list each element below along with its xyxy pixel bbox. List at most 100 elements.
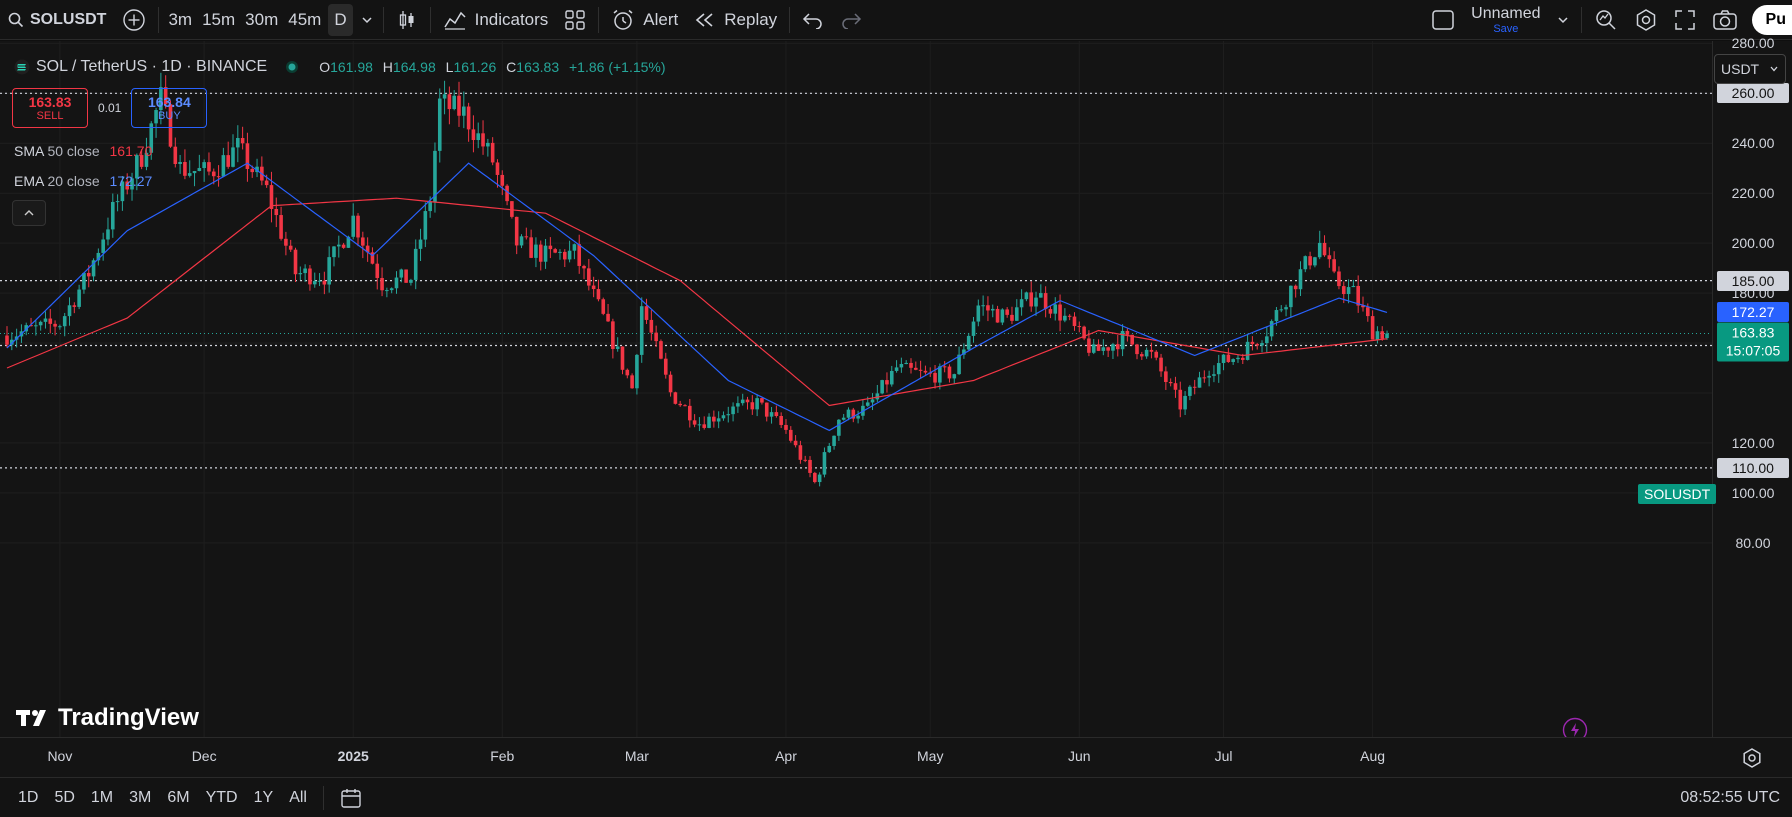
candle-body (82, 272, 86, 290)
candle-body (433, 150, 437, 202)
interval-3m[interactable]: 3m (168, 9, 193, 29)
candle-body (1188, 386, 1192, 396)
candle-body (1313, 257, 1317, 266)
sma-value: 161.70 (109, 143, 153, 159)
tradingview-logo[interactable]: TradingView (16, 704, 199, 732)
candle-body (784, 424, 788, 430)
candle-body (125, 181, 130, 190)
range-ytd[interactable]: YTD (205, 788, 238, 806)
time-axis[interactable]: Nov Dec 2025 Feb Mar Apr May Jun Jul Aug (0, 737, 1792, 777)
candle-body (1159, 357, 1163, 372)
candle-body (1293, 285, 1298, 290)
candle-body (663, 358, 668, 375)
month-label: Dec (191, 748, 217, 764)
candle-body (1303, 256, 1308, 270)
layout-name-label: Unnamed (1471, 4, 1541, 22)
candle-body (601, 299, 606, 314)
chart-type-button[interactable] (388, 0, 426, 40)
month-label: 2025 (337, 748, 369, 764)
publish-button[interactable]: Pu (1746, 0, 1792, 40)
fullscreen-icon (1674, 9, 1696, 31)
chevron-down-icon (361, 14, 373, 26)
axis-settings-icon[interactable] (1740, 746, 1764, 770)
candle-body (404, 269, 408, 283)
price-axis[interactable]: 300.00280.00240.00220.00200.00180.00120.… (1712, 0, 1792, 737)
candle-body (885, 380, 889, 385)
candle-body (250, 168, 255, 173)
interval-45m[interactable]: 45m (288, 9, 322, 29)
layouts-button[interactable] (556, 0, 594, 40)
replay-button[interactable]: Replay (686, 0, 785, 40)
save-link[interactable]: Save (1493, 22, 1519, 35)
symbol-logo-icon (14, 59, 30, 75)
interval-dropdown[interactable] (355, 0, 379, 40)
candle-body (481, 133, 485, 147)
fullscreen-button[interactable] (1666, 0, 1704, 40)
interval-d[interactable]: D (326, 0, 354, 40)
indicators-button[interactable]: Indicators (435, 0, 557, 40)
candle-body (981, 305, 985, 307)
candle-body (1029, 292, 1034, 307)
snapshot-button[interactable] (1704, 0, 1746, 40)
candle-body (1375, 331, 1380, 340)
candle-body (1115, 344, 1120, 350)
sell-button[interactable]: 163.83 SELL (12, 88, 88, 128)
indicators-label: Indicators (474, 9, 549, 29)
date-range-button[interactable] (332, 787, 370, 809)
candle-body (1236, 357, 1240, 360)
utc-clock[interactable]: 08:52:55 UTC (1680, 788, 1780, 806)
legend-title[interactable]: SOL / TetherUS · 1D · BINANCE (36, 58, 268, 75)
range-5d[interactable]: 5D (54, 788, 75, 806)
currency-select[interactable]: USDT (1714, 54, 1786, 84)
layout-menu-button[interactable] (1549, 0, 1577, 40)
range-3m[interactable]: 3M (129, 788, 152, 806)
price-chart[interactable] (0, 41, 1712, 737)
chart-pane[interactable] (0, 41, 1712, 737)
interval-15m[interactable]: 15m (202, 9, 236, 29)
ema-legend[interactable]: EMA 20 close 172.27 (14, 173, 152, 189)
candle-body (226, 155, 230, 167)
grid-icon (564, 9, 586, 31)
candle-body (779, 415, 783, 425)
candle-body (1341, 286, 1346, 295)
candle-body (1111, 344, 1115, 351)
symbol-price-tag: SOLUSDT (1638, 484, 1717, 504)
compare-button[interactable] (114, 0, 154, 40)
interval-30m[interactable]: 30m (245, 9, 279, 29)
candle-body (909, 362, 913, 368)
range-1m[interactable]: 1M (90, 788, 114, 806)
range-1y[interactable]: 1Y (253, 788, 274, 806)
range-6m[interactable]: 6M (167, 788, 190, 806)
candle-body (1096, 344, 1101, 351)
buy-button[interactable]: 163.84 BUY (131, 88, 208, 128)
symbol-search[interactable]: SOLUSDT (0, 0, 114, 40)
candle-body (1144, 349, 1149, 357)
candle-body (1265, 336, 1269, 344)
sell-label: SELL (36, 110, 64, 122)
candle-body (514, 216, 519, 246)
candle-body (697, 424, 702, 426)
candle-body (750, 402, 755, 410)
sma-legend[interactable]: SMA 50 close 161.70 (14, 143, 152, 159)
undo-button[interactable] (794, 0, 832, 40)
candle-body (769, 412, 774, 417)
sell-price: 163.83 (28, 94, 72, 110)
candle-body (298, 273, 303, 275)
quick-search-button[interactable] (1586, 0, 1626, 40)
candle-body (1010, 314, 1014, 321)
alert-button[interactable]: Alert (603, 0, 686, 40)
month-label: May (916, 748, 944, 764)
candle-body (635, 354, 639, 389)
settings-button[interactable] (1626, 0, 1666, 40)
range-1d[interactable]: 1D (18, 788, 39, 806)
candle-body (1298, 269, 1303, 290)
candle-body (966, 335, 971, 350)
collapse-legend-button[interactable] (12, 200, 46, 226)
price-tick-label: 220.00 (1731, 185, 1775, 202)
layout-toggle[interactable] (1423, 0, 1463, 40)
candle-body (683, 405, 687, 407)
candle-body (1043, 293, 1048, 310)
layout-name-button[interactable]: Unnamed Save (1463, 0, 1548, 40)
redo-button[interactable] (832, 0, 870, 40)
range-all[interactable]: All (289, 788, 307, 806)
